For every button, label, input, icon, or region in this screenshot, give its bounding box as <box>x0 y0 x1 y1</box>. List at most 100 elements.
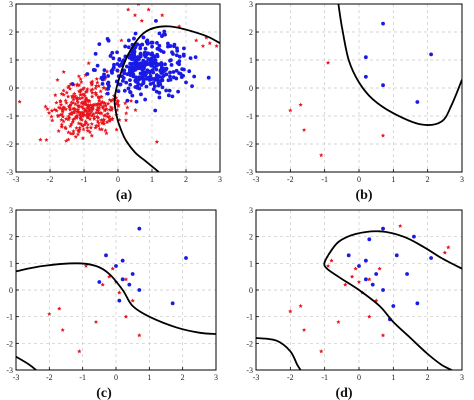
point-star <box>74 125 79 130</box>
point-star <box>99 120 105 125</box>
point-star <box>349 274 355 279</box>
point-star <box>71 97 76 102</box>
x-tick-label: -3 <box>253 175 260 184</box>
point-dot <box>151 87 156 92</box>
point-dot <box>374 272 379 276</box>
x-tick-label: -3 <box>253 373 260 382</box>
point-star <box>92 116 97 121</box>
point-star <box>96 108 101 113</box>
point-dot <box>147 70 152 75</box>
y-tick-label: 3 <box>9 206 13 215</box>
point-dot <box>100 81 105 86</box>
x-tick-label: -2 <box>287 373 294 382</box>
point-star <box>91 111 96 116</box>
point-star <box>56 128 61 133</box>
point-star <box>94 110 99 115</box>
point-dot <box>172 44 176 49</box>
point-star <box>108 105 114 110</box>
x-tick-label: 3 <box>460 175 464 184</box>
point-dot <box>139 92 143 97</box>
point-dot <box>141 35 146 40</box>
point-dot <box>161 73 166 78</box>
point-star <box>89 113 95 118</box>
point-dot <box>102 72 106 77</box>
point-star <box>86 102 91 107</box>
y-tick-label: 0 <box>249 84 253 93</box>
point-dot <box>133 85 138 89</box>
point-star <box>124 111 129 116</box>
point-star <box>100 105 106 110</box>
point-star <box>377 266 382 271</box>
point-star <box>66 104 72 109</box>
y-tick-label: 0 <box>9 84 13 93</box>
point-star <box>126 7 131 12</box>
caption-c: (c) <box>96 386 112 400</box>
x-tick-label: 3 <box>214 373 218 382</box>
point-dot <box>170 301 175 306</box>
y-tick-label: 1 <box>9 56 13 65</box>
point-star <box>63 98 68 103</box>
point-dot <box>115 50 119 55</box>
point-dot <box>132 49 137 54</box>
point-dot <box>142 53 147 57</box>
point-dot <box>120 59 125 64</box>
point-dot <box>181 53 186 58</box>
point-dot <box>174 76 179 81</box>
point-dot <box>114 264 118 268</box>
point-star <box>64 116 69 121</box>
point-dot <box>138 71 143 76</box>
point-star <box>64 100 69 105</box>
point-dot <box>136 77 141 82</box>
point-dot <box>167 88 172 93</box>
point-star <box>130 298 135 303</box>
point-star <box>64 90 69 95</box>
point-dot <box>155 41 159 45</box>
point-dot <box>128 90 133 95</box>
point-star <box>98 110 103 115</box>
point-dot <box>190 84 194 89</box>
point-dot <box>128 73 133 78</box>
decision-boundary <box>117 121 160 172</box>
point-star <box>82 93 87 98</box>
point-star <box>113 95 119 100</box>
point-dot <box>102 75 107 80</box>
point-dot <box>206 75 211 80</box>
data-layer <box>256 223 462 370</box>
point-star <box>110 266 115 271</box>
point-dot <box>146 51 151 56</box>
point-star <box>73 114 79 119</box>
y-tick-label: -2 <box>246 339 253 348</box>
point-star <box>132 12 138 18</box>
point-dot <box>149 52 154 57</box>
y-tick-label: -2 <box>6 339 13 348</box>
point-dot <box>157 31 162 36</box>
point-dot <box>357 264 361 268</box>
point-dot <box>138 51 143 56</box>
point-star <box>301 327 307 332</box>
point-dot <box>391 304 396 308</box>
point-star <box>343 282 348 287</box>
point-star <box>90 102 96 107</box>
point-dot <box>151 81 156 85</box>
point-dot <box>154 63 159 68</box>
point-star <box>73 93 78 98</box>
point-star <box>160 12 165 18</box>
point-star <box>80 136 86 141</box>
point-star <box>89 81 95 86</box>
point-star <box>137 333 142 338</box>
point-star <box>78 89 83 94</box>
x-tick-label: -1 <box>79 373 86 382</box>
point-dot <box>138 61 143 66</box>
y-tick-label: -1 <box>246 313 253 322</box>
point-star <box>82 113 87 118</box>
point-dot <box>136 65 140 70</box>
point-dot <box>174 53 179 58</box>
y-tick-label: 3 <box>249 0 253 9</box>
point-star <box>298 102 303 107</box>
point-dot <box>143 46 148 51</box>
point-star <box>109 107 114 112</box>
panel-a: -3 -2 -1 0 1 2 3 3 2 1 0 -1 -2 -3 <box>6 0 222 184</box>
point-dot <box>166 93 171 98</box>
point-dot <box>150 44 154 49</box>
point-star <box>88 102 93 107</box>
